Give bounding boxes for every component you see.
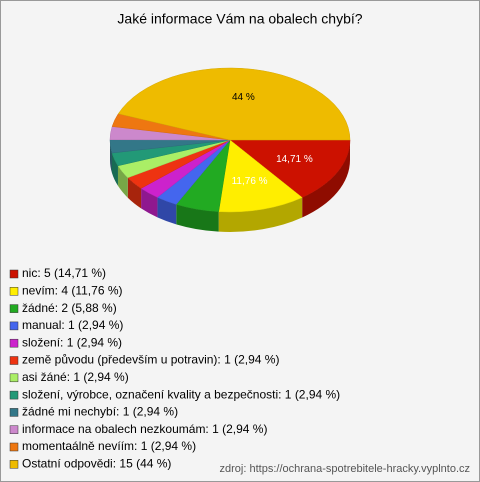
legend-label: momentaálně nevíím: 1 (2,94 %) [22,439,196,453]
legend-swatch [9,287,19,296]
legend-label: informace na obalech nezkoumám: 1 (2,94 … [22,422,267,436]
legend-label: asi žáné: 1 (2,94 %) [22,370,129,384]
legend-label: nic: 5 (14,71 %) [22,266,106,280]
legend-swatch [9,408,19,417]
legend-swatch [9,442,19,452]
legend-label: Ostatní odpovědi: 15 (44 %) [22,456,171,470]
slice [229,139,351,198]
legend-swatch [9,425,19,434]
legend-swatch [9,460,19,469]
slice-side [127,177,142,209]
legend-label: země původu (především u potravin): 1 (2… [22,353,279,367]
legend-label: manual: 1 (2,94 %) [22,318,123,332]
legend-swatch [9,356,19,365]
legend-swatch [9,269,19,279]
slice-label: 44 % [232,92,255,103]
slice-label: 14,71 % [276,154,313,165]
slice-side [302,140,350,218]
slice-label: 11,76 % [232,176,268,187]
slices [109,67,351,213]
slice-side [176,204,219,232]
slice-side [117,165,128,198]
legend-label: nevím: 4 (11,76 %) [22,283,123,297]
legend-swatch [9,304,19,313]
slice-side [110,140,112,173]
legend-label: žádné: 2 (5,88 %) [22,301,117,315]
source: zdroj: https://ochrana-spotrebitele-hrac… [220,463,470,475]
slice [117,67,351,141]
chart-title: Jaké informace Vám na obalech chybí? [117,11,362,27]
legend-label: složení, výrobce, označení kvality a bez… [22,387,340,401]
slice-side [157,197,177,225]
legend-swatch [9,373,19,383]
legend-swatch [9,338,19,348]
legend-swatch [9,321,19,331]
legend-label: žádné mi nechybí: 1 (2,94 %) [22,405,178,419]
legend-swatch [9,390,19,400]
slice [218,139,303,213]
slice-side [111,152,118,186]
slice-side [218,197,303,232]
legend-label: složení: 1 (2,94 %) [22,335,122,349]
